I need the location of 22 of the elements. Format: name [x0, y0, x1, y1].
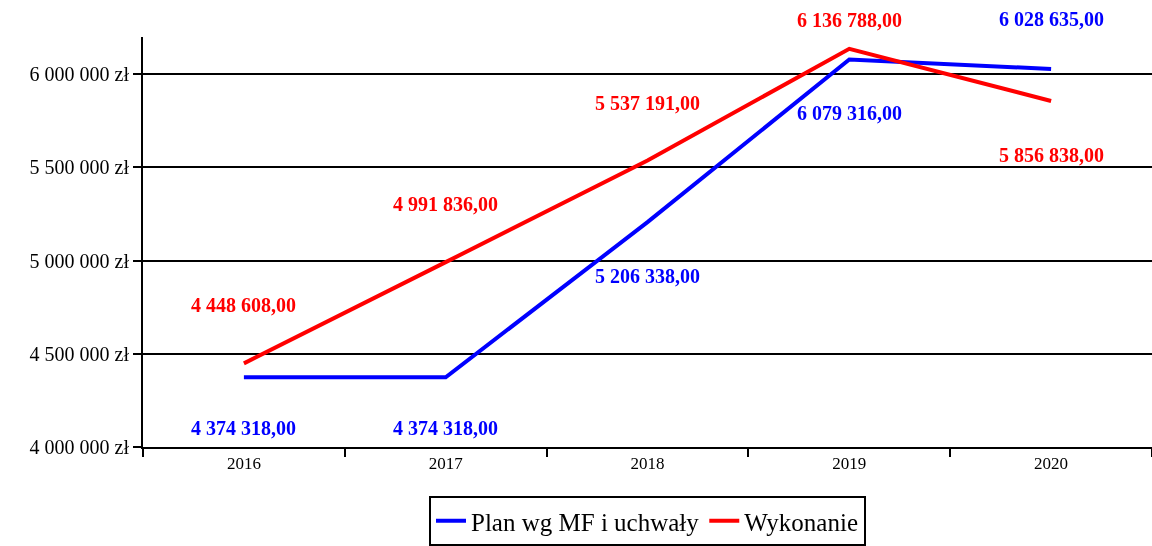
x-tick-label: 2019	[832, 454, 867, 474]
data-label: 4 448 608,00	[191, 294, 296, 316]
legend-label: Plan wg MF i uchwały	[471, 508, 700, 536]
x-tick-label: 2020	[1034, 454, 1069, 474]
y-tick-label: 5 000 000 zł	[29, 249, 130, 272]
data-label: 4 374 318,00	[393, 417, 498, 439]
data-label: 6 079 316,00	[797, 102, 902, 124]
data-label: 6 028 635,00	[999, 8, 1104, 30]
y-tick-label: 4 000 000 zł	[29, 436, 130, 458]
y-tick-label: 5 500 000 zł	[29, 156, 130, 179]
x-tick-label: 2018	[630, 454, 665, 474]
data-label: 4 374 318,00	[191, 417, 296, 439]
data-label: 4 991 836,00	[393, 193, 498, 215]
y-tick-label: 4 500 000 zł	[29, 342, 130, 365]
data-label: 5 206 338,00	[595, 265, 700, 287]
y-tick-label: 6 000 000 zł	[29, 63, 130, 86]
x-tick-label: 2017	[428, 454, 464, 474]
legend-label: Wykonanie	[744, 508, 859, 536]
data-label: 5 537 191,00	[595, 92, 700, 114]
data-label: 5 856 838,00	[999, 144, 1104, 166]
x-tick-label: 2016	[226, 454, 261, 474]
data-label: 6 136 788,00	[797, 9, 902, 31]
